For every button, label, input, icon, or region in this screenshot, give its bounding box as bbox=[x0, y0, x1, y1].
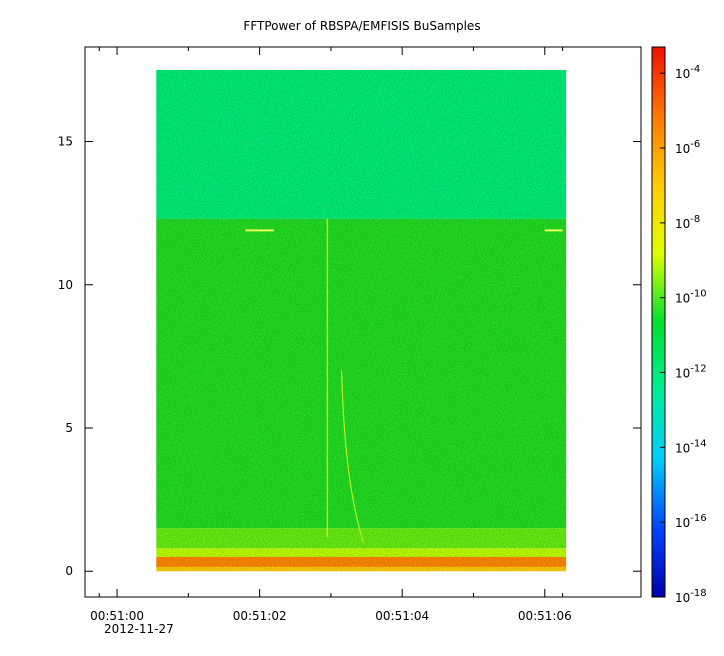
colorbar-tick-label: 10-6 bbox=[675, 139, 700, 156]
x-tick-label: 00:51:00 bbox=[90, 609, 144, 623]
y-tick-label: 5 bbox=[65, 421, 73, 435]
dispersion-trace bbox=[341, 370, 365, 543]
colorbar-axis: 10-4 10-6 10-8 10-10 10-12 10-14 10-16 10-18 bbox=[660, 64, 707, 605]
colorbar-tick-label: 10-4 bbox=[675, 64, 700, 81]
colorbar-tick-label: 10-10 bbox=[675, 289, 707, 306]
x-date-label: 2012-11-27 bbox=[104, 622, 174, 636]
x-tick-label: 00:51:06 bbox=[518, 609, 572, 623]
y-tick-label: 0 bbox=[65, 564, 73, 578]
colorbar-tick-label: 10-16 bbox=[675, 513, 707, 530]
colorbar-tick-label: 10-12 bbox=[675, 364, 707, 381]
y-tick-label: 10 bbox=[58, 278, 73, 292]
x-axis: 00:51:00 00:51:02 00:51:04 00:51:06 bbox=[90, 47, 572, 623]
x-tick-label: 00:51:02 bbox=[233, 609, 287, 623]
colorbar-tick-label: 10-14 bbox=[675, 438, 707, 455]
chart-title: FFTPower of RBSPA/EMFISIS BuSamples bbox=[243, 19, 480, 33]
y-axis: 0 5 10 15 bbox=[58, 135, 641, 578]
noise-texture-overlay bbox=[156, 69, 567, 572]
colorbar-tick-label: 10-18 bbox=[675, 588, 707, 605]
colorbar bbox=[651, 46, 666, 598]
colorbar-tick-label: 10-8 bbox=[675, 214, 700, 231]
y-tick-label: 15 bbox=[58, 135, 73, 149]
spectrogram-heatmap bbox=[156, 69, 567, 572]
x-tick-label: 00:51:04 bbox=[375, 609, 429, 623]
